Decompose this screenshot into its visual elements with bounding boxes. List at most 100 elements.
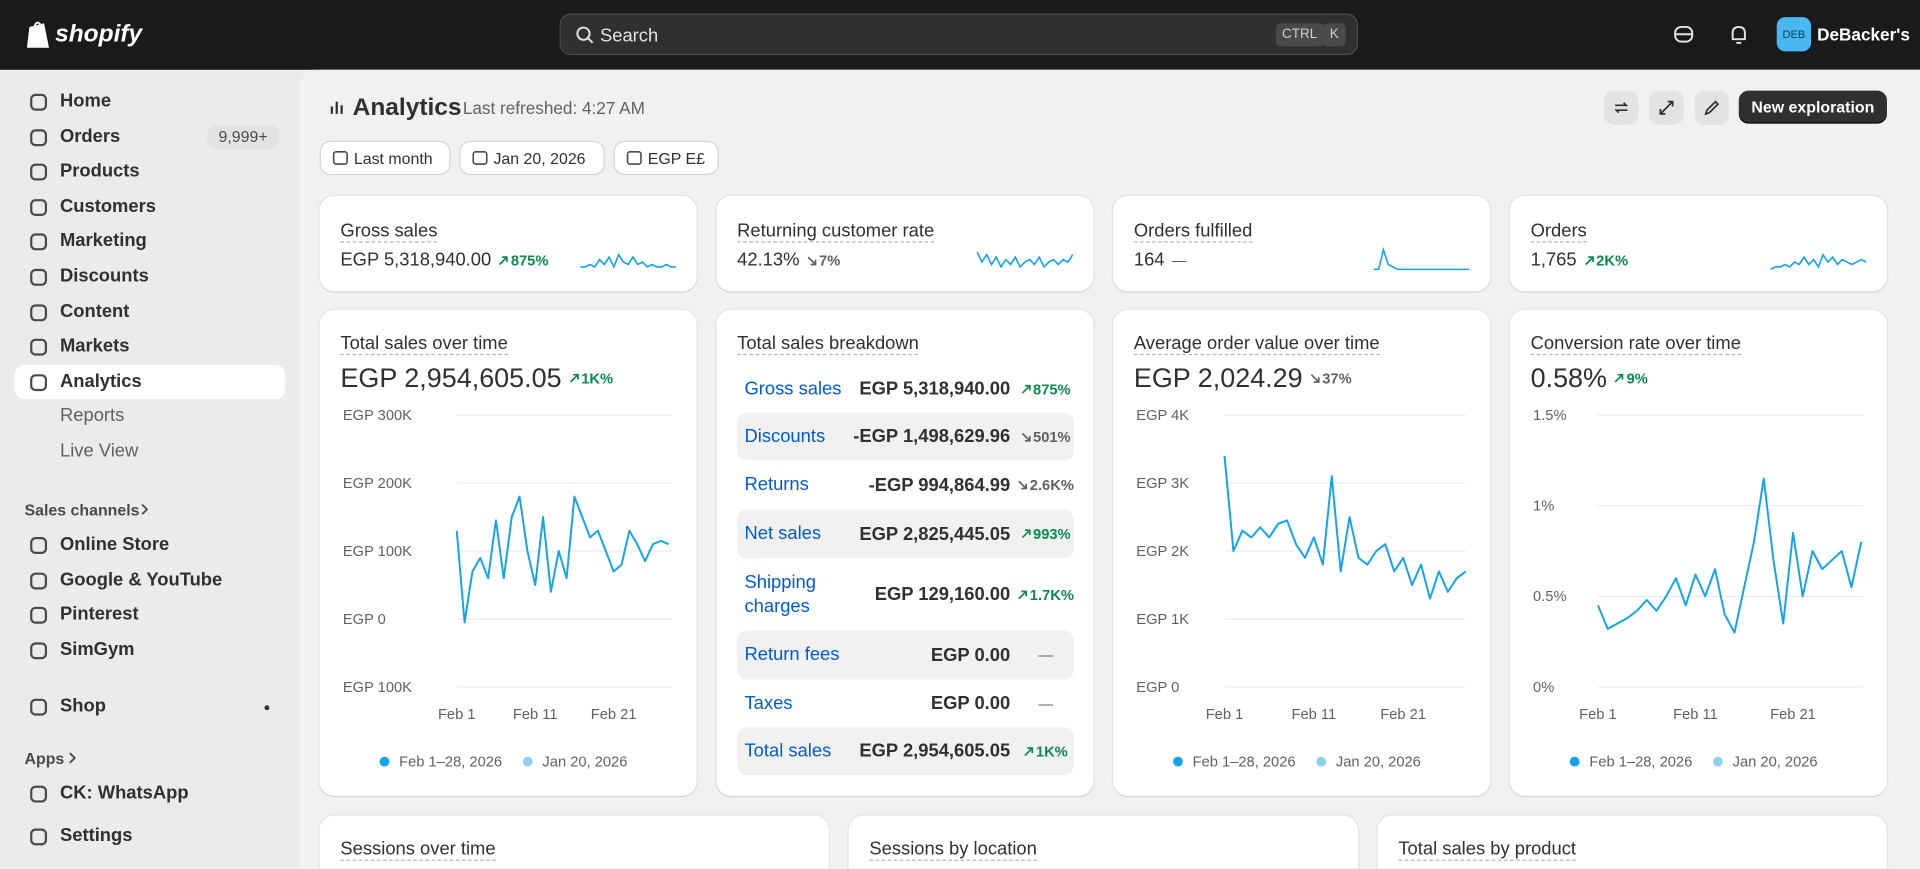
kpi-title: Gross sales: [340, 220, 438, 243]
y-tick-label: EGP 4K: [1136, 408, 1189, 424]
nav-item[interactable]: Analytics: [60, 371, 142, 392]
breakdown-change-cell: —: [1010, 644, 1074, 666]
legend-label: Feb 1–28, 2026: [1193, 755, 1296, 771]
chart-card: Conversion rate over time 0.58% 9% 1.5% 1% 0.…: [1509, 309, 1887, 796]
legend-dot: [1173, 756, 1183, 767]
y-tick-label: EGP 0: [343, 612, 386, 628]
nav-item[interactable]: Google & YouTube: [60, 569, 223, 591]
chart-title: Conversion rate over time: [1530, 333, 1741, 356]
section-title[interactable]: Apps: [24, 749, 65, 768]
trend-arrow: [1021, 384, 1031, 394]
filter-button[interactable]: Jan 20, 2026: [460, 142, 604, 174]
nav-item[interactable]: SimGym: [60, 639, 135, 660]
nav-item[interactable]: Online Store: [60, 533, 170, 555]
breakdown-label[interactable]: Total sales: [744, 740, 832, 762]
sparkline: [1373, 246, 1470, 271]
nav-item[interactable]: Customers: [60, 195, 156, 217]
breakdown-label[interactable]: Net sales: [744, 522, 822, 544]
breakdown-label[interactable]: Shipping charges: [744, 571, 816, 617]
nav-icon: [30, 268, 48, 286]
nav-item[interactable]: Markets: [60, 335, 130, 357]
kpi-value: EGP 5,318,940.00: [340, 249, 492, 271]
nav-item[interactable]: Orders: [60, 126, 121, 147]
search-placeholder: Search: [600, 25, 659, 47]
kpi-value: 1,765: [1530, 249, 1577, 271]
icon-button[interactable]: [1649, 90, 1684, 125]
chevron-shape: [141, 503, 149, 515]
breakdown-value: -EGP 1,498,629.96: [853, 426, 1011, 447]
chart-value: EGP 2,024.29: [1133, 362, 1303, 394]
section-title[interactable]: Sales channels: [24, 500, 140, 520]
logo-icon: [26, 21, 49, 48]
legend-label: Jan 20, 2026: [1336, 755, 1421, 771]
sparkline-line: [976, 251, 1074, 269]
icon-button[interactable]: [1694, 90, 1729, 125]
nav-icon: [30, 338, 48, 356]
change: 9%: [1614, 370, 1648, 387]
breakdown-label[interactable]: Taxes: [744, 692, 793, 714]
nav-item[interactable]: Shop: [60, 695, 106, 717]
kpi-value-row: 42.13% 7%: [737, 250, 840, 271]
nav-icon: [30, 129, 48, 147]
kpi-card: Orders fulfilled 164 —: [1113, 195, 1491, 292]
kpi-value: 164: [1133, 249, 1165, 271]
nav-icon-shape: [30, 93, 48, 111]
trend-arrow-shape: [1021, 432, 1031, 442]
nav-icon: [30, 304, 48, 322]
icon-button[interactable]: [1604, 90, 1639, 125]
nav-subitem[interactable]: Reports: [60, 405, 125, 427]
change: 1K%: [569, 370, 613, 387]
change: 993%: [1021, 525, 1071, 542]
store-name[interactable]: DeBacker's: [1817, 24, 1910, 45]
sparkline: [976, 251, 1074, 269]
breakdown-label[interactable]: Gross sales: [744, 377, 842, 399]
nav-icon-shape: [30, 606, 48, 624]
nav-icon-shape: [30, 304, 48, 322]
breakdown-value: EGP 0.00: [930, 644, 1011, 666]
nav-item[interactable]: Discounts: [60, 265, 149, 287]
nav-item[interactable]: Content: [60, 301, 130, 323]
y-tick-label: EGP 300K: [343, 408, 412, 424]
bell-icon[interactable]: [1728, 23, 1750, 45]
filter-icon: [332, 151, 348, 165]
change: 7%: [807, 252, 840, 269]
breakdown-change-cell: 1.7K%: [1010, 583, 1074, 605]
nav-item[interactable]: Home: [60, 90, 112, 112]
filter-button[interactable]: Last month: [320, 142, 450, 174]
breakdown-row: Gross sales EGP 5,318,940.00 875%: [737, 364, 1074, 413]
filter-button[interactable]: EGP E£: [614, 142, 718, 174]
nav-item[interactable]: Pinterest: [60, 603, 139, 625]
filter-icon-shape: [472, 151, 488, 165]
kpi-title: Orders fulfilled: [1133, 220, 1253, 243]
nav-item[interactable]: Products: [60, 160, 140, 182]
sparkline-line: [580, 252, 676, 269]
breakdown-label[interactable]: Discounts: [744, 425, 826, 447]
logo[interactable]: shopify: [55, 20, 143, 48]
nav-item[interactable]: CK: WhatsApp: [60, 782, 189, 804]
legend-label: Jan 20, 2026: [1733, 755, 1818, 771]
x-tick-label: Feb 11: [1292, 707, 1337, 723]
search-icon: [576, 26, 594, 44]
nav-icon: [30, 606, 48, 624]
search-box[interactable]: Search CTRL K: [559, 13, 1358, 56]
kpi-card: Gross sales EGP 5,318,940.00 875%: [319, 195, 697, 292]
nav-item[interactable]: Settings: [60, 825, 133, 847]
change: —: [1038, 647, 1053, 664]
sidekick-icon[interactable]: [1673, 23, 1695, 45]
avatar[interactable]: DEB: [1776, 17, 1812, 52]
card-title: Total sales by product: [1398, 838, 1577, 861]
breakdown-label[interactable]: Return fees: [744, 644, 840, 665]
primary-button[interactable]: New exploration: [1738, 90, 1887, 124]
button-icon: [1614, 102, 1629, 114]
nav-item[interactable]: Marketing: [60, 230, 147, 252]
filter-label: EGP E£: [647, 149, 705, 168]
nav-icon-shape: [30, 642, 48, 660]
nav-subitem[interactable]: Live View: [60, 440, 139, 462]
trend-arrow-shape: [1584, 255, 1594, 265]
breakdown-label[interactable]: Returns: [744, 473, 809, 495]
nav-icon-shape: [30, 537, 48, 554]
last-refreshed: Last refreshed: 4:27 AM: [462, 97, 645, 118]
trend-arrow: [1584, 255, 1594, 265]
filter-icon: [626, 151, 642, 165]
breakdown-change-cell: 1K%: [1010, 740, 1074, 762]
